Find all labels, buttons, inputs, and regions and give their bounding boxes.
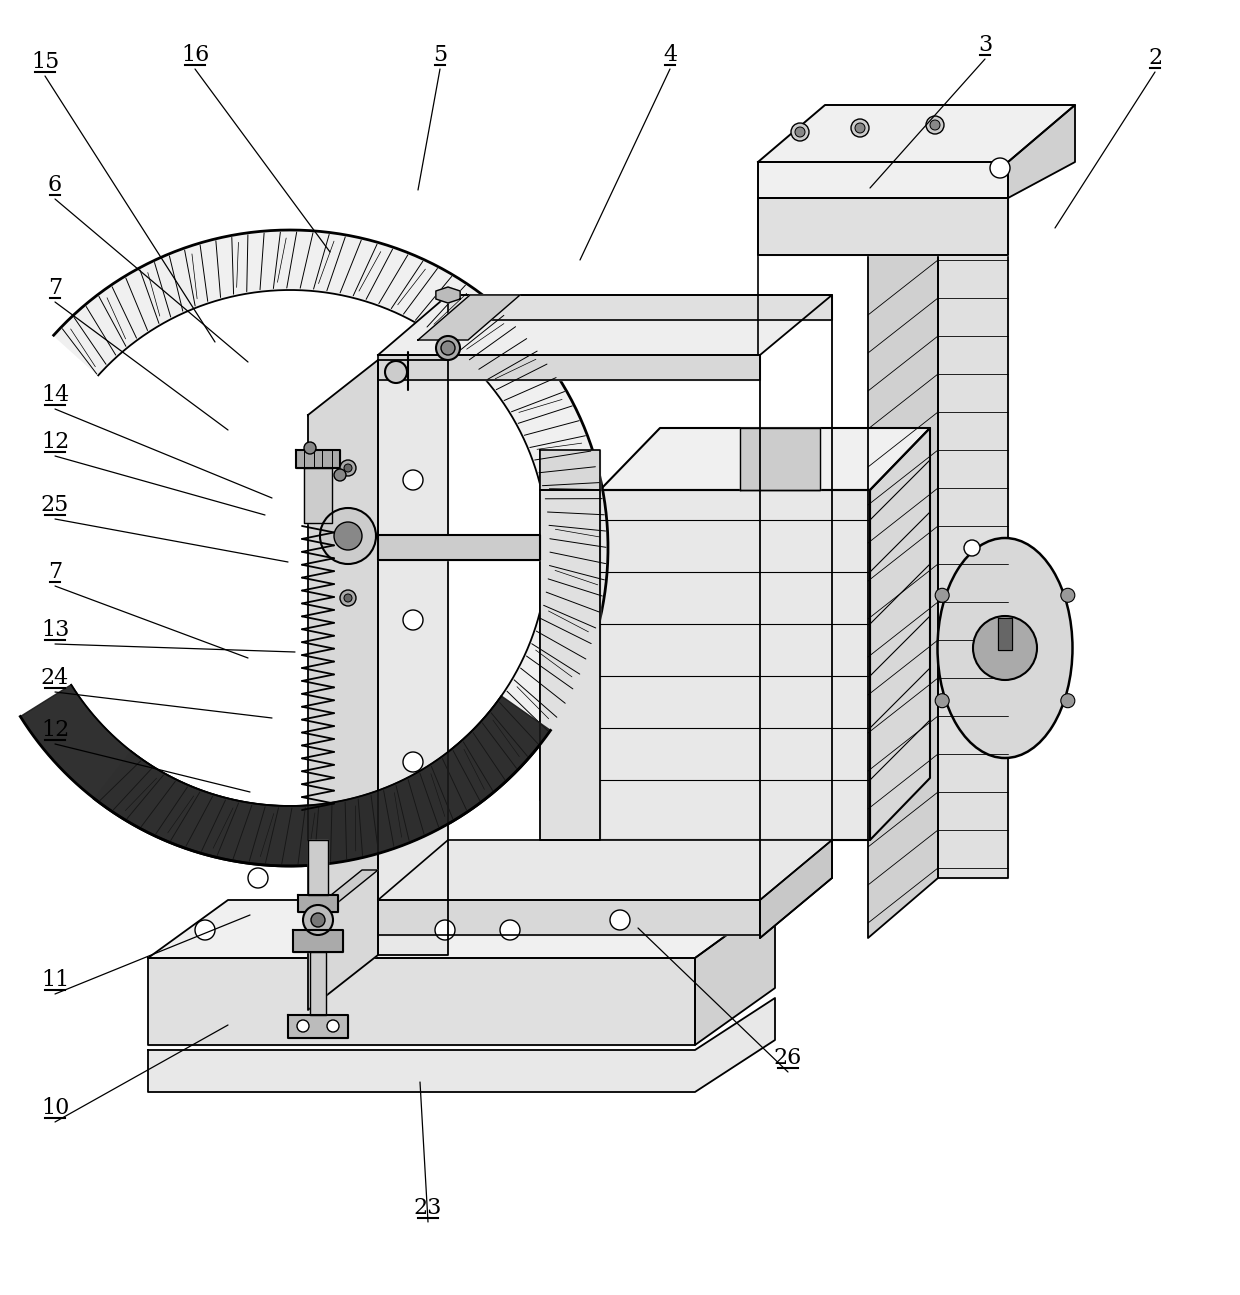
Circle shape xyxy=(311,913,325,927)
Polygon shape xyxy=(308,840,329,895)
Polygon shape xyxy=(694,900,775,1045)
Polygon shape xyxy=(868,188,937,938)
Text: 2: 2 xyxy=(1148,47,1162,69)
Text: 14: 14 xyxy=(41,385,69,407)
Polygon shape xyxy=(998,618,1012,650)
Circle shape xyxy=(795,127,805,137)
Polygon shape xyxy=(418,295,520,341)
Polygon shape xyxy=(296,449,340,467)
Circle shape xyxy=(935,588,949,602)
Circle shape xyxy=(990,158,1011,177)
Text: 16: 16 xyxy=(181,44,210,66)
Polygon shape xyxy=(20,685,551,866)
Ellipse shape xyxy=(937,537,1073,758)
Circle shape xyxy=(334,469,346,480)
Polygon shape xyxy=(937,188,1008,878)
Text: 5: 5 xyxy=(433,44,448,66)
Circle shape xyxy=(926,117,944,133)
Polygon shape xyxy=(310,870,378,912)
Polygon shape xyxy=(539,449,600,490)
Circle shape xyxy=(320,508,376,565)
Polygon shape xyxy=(378,360,448,954)
Circle shape xyxy=(973,616,1037,680)
Circle shape xyxy=(403,610,423,629)
Circle shape xyxy=(610,910,630,930)
Circle shape xyxy=(435,919,455,940)
Polygon shape xyxy=(53,231,608,866)
Polygon shape xyxy=(1008,105,1075,198)
Polygon shape xyxy=(758,105,1075,162)
Circle shape xyxy=(1060,694,1075,707)
Text: 12: 12 xyxy=(41,719,69,741)
Circle shape xyxy=(856,123,866,133)
Polygon shape xyxy=(870,429,930,840)
Circle shape xyxy=(343,594,352,602)
Text: 6: 6 xyxy=(48,174,62,196)
Circle shape xyxy=(930,120,940,130)
Circle shape xyxy=(327,1020,339,1032)
Polygon shape xyxy=(148,900,775,958)
Polygon shape xyxy=(436,287,460,303)
Polygon shape xyxy=(378,295,832,355)
Text: 15: 15 xyxy=(31,51,60,73)
Polygon shape xyxy=(600,429,930,490)
Polygon shape xyxy=(760,840,832,938)
Text: 12: 12 xyxy=(41,431,69,453)
Circle shape xyxy=(384,361,407,383)
Circle shape xyxy=(195,919,215,940)
Polygon shape xyxy=(600,490,870,840)
Text: 24: 24 xyxy=(41,667,69,689)
Circle shape xyxy=(441,341,455,355)
Text: 26: 26 xyxy=(774,1046,802,1068)
Polygon shape xyxy=(378,355,760,379)
Polygon shape xyxy=(378,900,760,935)
Circle shape xyxy=(403,470,423,490)
Polygon shape xyxy=(539,449,600,840)
Circle shape xyxy=(298,1020,309,1032)
Circle shape xyxy=(851,119,869,137)
Circle shape xyxy=(403,752,423,772)
Text: 7: 7 xyxy=(48,561,62,583)
Polygon shape xyxy=(758,198,1008,255)
Text: 13: 13 xyxy=(41,619,69,641)
Text: 25: 25 xyxy=(41,493,69,515)
Circle shape xyxy=(340,460,356,477)
Polygon shape xyxy=(310,952,326,1015)
Polygon shape xyxy=(288,1015,348,1039)
Circle shape xyxy=(791,123,808,141)
Text: 3: 3 xyxy=(978,34,992,56)
Circle shape xyxy=(303,905,334,935)
Text: 7: 7 xyxy=(48,277,62,299)
Polygon shape xyxy=(148,958,694,1045)
Polygon shape xyxy=(293,930,343,952)
Circle shape xyxy=(963,540,980,556)
Polygon shape xyxy=(740,429,820,490)
Circle shape xyxy=(248,868,268,888)
Circle shape xyxy=(304,442,316,455)
Circle shape xyxy=(1060,588,1075,602)
Polygon shape xyxy=(758,162,1008,198)
Polygon shape xyxy=(298,895,339,912)
Polygon shape xyxy=(378,535,539,559)
Polygon shape xyxy=(448,295,832,320)
Circle shape xyxy=(340,591,356,606)
Polygon shape xyxy=(308,360,378,1010)
Circle shape xyxy=(334,522,362,550)
Text: 4: 4 xyxy=(663,44,677,66)
Text: 11: 11 xyxy=(41,969,69,991)
Polygon shape xyxy=(304,467,332,523)
Polygon shape xyxy=(378,840,832,900)
Circle shape xyxy=(343,464,352,471)
Circle shape xyxy=(500,919,520,940)
Polygon shape xyxy=(539,490,600,840)
Circle shape xyxy=(935,694,949,707)
Polygon shape xyxy=(868,188,1008,249)
Polygon shape xyxy=(148,998,775,1092)
Circle shape xyxy=(436,335,460,360)
Text: 23: 23 xyxy=(414,1197,443,1219)
Text: 10: 10 xyxy=(41,1097,69,1119)
